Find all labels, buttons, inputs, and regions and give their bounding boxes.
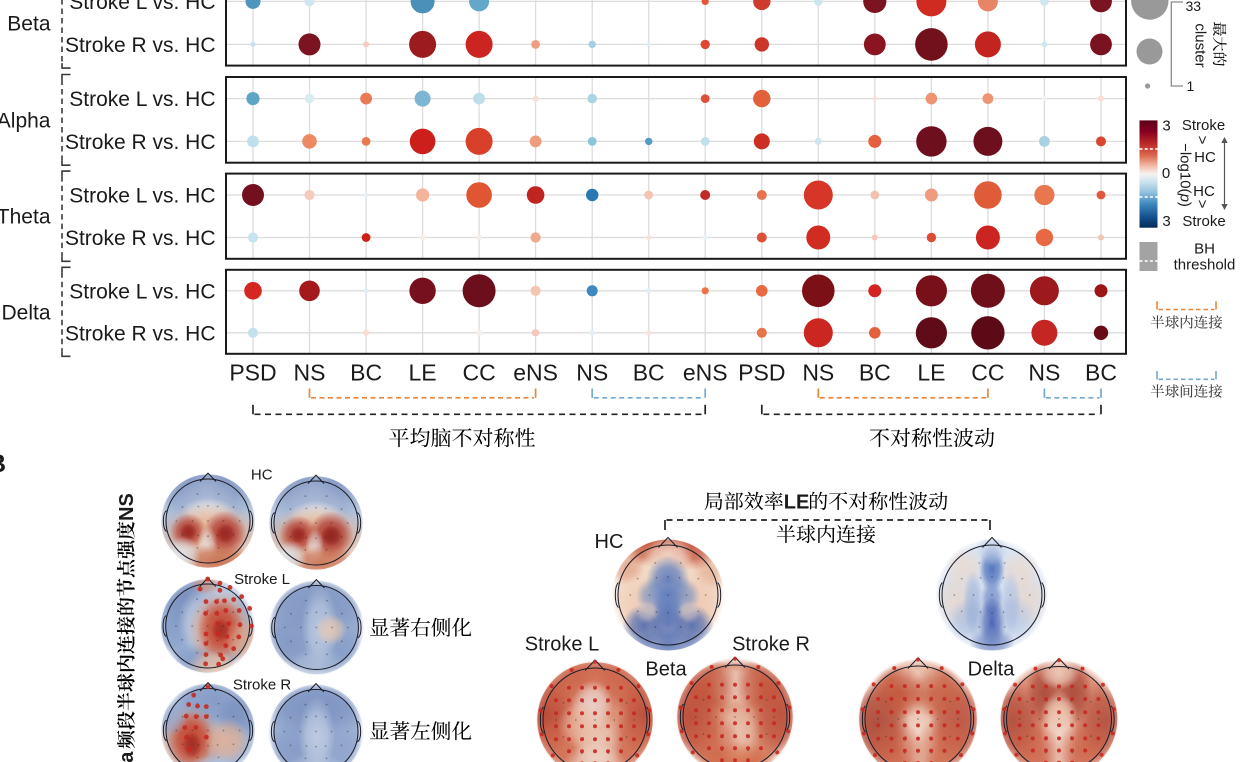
svg-text:Stroke R vs. HC: Stroke R vs. HC bbox=[65, 34, 216, 57]
svg-text:PSD: PSD bbox=[229, 360, 276, 386]
svg-text:BC: BC bbox=[350, 360, 382, 386]
svg-text:Stroke L vs. HC: Stroke L vs. HC bbox=[69, 185, 215, 208]
svg-text:0: 0 bbox=[1162, 165, 1170, 182]
svg-text:Beta: Beta bbox=[116, 751, 138, 762]
svg-text:Delta: Delta bbox=[968, 659, 1016, 681]
svg-text:Stroke L vs. HC: Stroke L vs. HC bbox=[69, 280, 215, 303]
svg-text:Stroke R: Stroke R bbox=[732, 634, 810, 656]
svg-text:cluster: cluster bbox=[1192, 23, 1209, 67]
svg-text:3: 3 bbox=[1162, 118, 1170, 135]
svg-text:Theta: Theta bbox=[0, 206, 51, 229]
svg-text:HC: HC bbox=[595, 531, 624, 553]
svg-text:NS: NS bbox=[576, 360, 608, 386]
svg-text:LE: LE bbox=[917, 360, 945, 386]
svg-text:Stroke L: Stroke L bbox=[525, 634, 599, 656]
svg-text:LE: LE bbox=[409, 360, 437, 386]
svg-text:CC: CC bbox=[462, 360, 495, 386]
svg-text:Stroke: Stroke bbox=[1182, 213, 1225, 230]
svg-text:eNS: eNS bbox=[513, 360, 558, 386]
svg-text:Stroke L vs. HC: Stroke L vs. HC bbox=[69, 0, 215, 14]
svg-text:>: > bbox=[1194, 136, 1211, 145]
svg-text:BH: BH bbox=[1194, 241, 1215, 258]
svg-text:HC: HC bbox=[1193, 183, 1215, 200]
svg-text:NS: NS bbox=[294, 360, 326, 386]
svg-text:Stroke L: Stroke L bbox=[234, 571, 290, 588]
svg-text:Beta: Beta bbox=[645, 659, 687, 681]
svg-text:NS: NS bbox=[116, 493, 138, 521]
svg-text:NS: NS bbox=[1028, 360, 1060, 386]
svg-text:Stroke: Stroke bbox=[1182, 117, 1225, 134]
svg-text:eNS: eNS bbox=[683, 360, 728, 386]
svg-text:Stroke R: Stroke R bbox=[233, 677, 292, 694]
svg-text:HC: HC bbox=[251, 467, 273, 484]
svg-text:−log10(p): −log10(p) bbox=[1177, 143, 1194, 207]
svg-text:B: B bbox=[0, 450, 6, 478]
svg-text:Stroke R vs. HC: Stroke R vs. HC bbox=[65, 131, 216, 154]
svg-text:NS: NS bbox=[802, 360, 834, 386]
svg-text:Stroke R vs. HC: Stroke R vs. HC bbox=[65, 227, 216, 250]
svg-text:LE: LE bbox=[784, 492, 810, 514]
svg-text:Stroke L vs. HC: Stroke L vs. HC bbox=[69, 88, 215, 111]
svg-text:threshold: threshold bbox=[1174, 257, 1236, 274]
svg-text:>: > bbox=[1194, 200, 1211, 209]
svg-text:PSD: PSD bbox=[738, 360, 785, 386]
svg-text:Alpha: Alpha bbox=[0, 109, 51, 132]
svg-text:1: 1 bbox=[1187, 78, 1195, 94]
svg-text:CC: CC bbox=[971, 360, 1004, 386]
svg-text:BC: BC bbox=[1085, 360, 1117, 386]
svg-text:BC: BC bbox=[859, 360, 891, 386]
svg-text:3: 3 bbox=[1162, 213, 1170, 230]
svg-text:BC: BC bbox=[633, 360, 665, 386]
svg-text:Stroke R vs. HC: Stroke R vs. HC bbox=[65, 322, 216, 345]
svg-text:Beta: Beta bbox=[7, 12, 51, 35]
svg-text:HC: HC bbox=[1194, 149, 1216, 166]
svg-text:Delta: Delta bbox=[1, 301, 50, 324]
svg-text:33: 33 bbox=[1186, 0, 1202, 14]
